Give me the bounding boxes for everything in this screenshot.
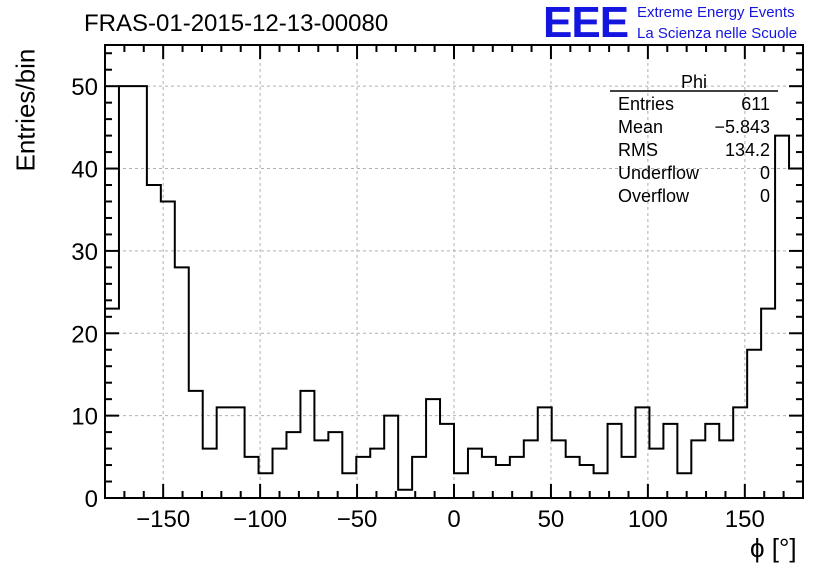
x-tick-label: 100	[628, 506, 668, 533]
histogram-bin	[328, 432, 342, 498]
logo-subtitle-1: Extreme Energy Events	[637, 4, 795, 21]
histogram-bin	[440, 424, 454, 498]
histogram-bin	[538, 407, 552, 498]
stats-value-entries: 611	[741, 94, 770, 114]
histogram-bin	[203, 449, 217, 498]
histogram-bin	[468, 449, 482, 498]
histogram-bin	[524, 440, 538, 498]
histogram-bin	[314, 440, 328, 498]
histogram-bin	[147, 185, 161, 498]
histogram-bin	[552, 440, 566, 498]
histogram-outline	[104, 85, 804, 498]
histogram-bin	[426, 399, 440, 498]
histogram-bin	[412, 457, 426, 498]
eee-logo: EEE	[543, 0, 629, 47]
y-tick-label: 10	[71, 404, 98, 431]
y-tick-label: 20	[71, 321, 98, 348]
histogram-bin	[342, 473, 356, 498]
histogram-bin	[189, 391, 203, 498]
histogram-bin	[217, 407, 231, 498]
x-tick-label: −50	[337, 506, 378, 533]
histogram-bin	[133, 86, 147, 498]
histogram-bin	[566, 457, 580, 498]
histogram-bin	[356, 457, 370, 498]
histogram-bin	[691, 440, 705, 498]
histogram-bin	[384, 416, 398, 498]
chart-title: FRAS-01-2015-12-13-00080	[84, 10, 389, 37]
stats-label-overflow: Overflow	[618, 186, 690, 206]
stats-value-underflow: 0	[760, 163, 770, 183]
x-tick-label: −100	[233, 506, 287, 533]
stats-value-mean: −5.843	[714, 117, 770, 137]
histogram-bin	[719, 440, 733, 498]
stats-label-entries: Entries	[618, 94, 674, 114]
histogram-bin	[496, 465, 510, 498]
histogram-bin	[105, 309, 119, 498]
axis-ticks	[104, 45, 804, 499]
histogram-bin	[300, 391, 314, 498]
histogram-bin	[594, 473, 608, 498]
stats-label-rms: RMS	[618, 140, 658, 160]
histogram-bin	[273, 449, 287, 498]
stats-value-rms: 134.2	[725, 140, 770, 160]
stats-title: Phi	[681, 72, 707, 92]
y-tick-label: 40	[71, 157, 98, 184]
y-tick-label: 0	[85, 486, 98, 513]
histogram-bin	[119, 86, 133, 498]
histogram-bin	[677, 473, 691, 498]
histogram-bin	[286, 432, 300, 498]
x-axis-label: ϕ [°]	[750, 533, 797, 563]
histogram-bin	[245, 457, 259, 498]
histogram-bin	[370, 449, 384, 498]
histogram-bin	[649, 449, 663, 498]
y-tick-label: 30	[71, 239, 98, 266]
stats-value-overflow: 0	[760, 186, 770, 206]
stats-box: Phi Entries 611 Mean −5.843 RMS 134.2 Un…	[610, 72, 778, 206]
logo-subtitle-2: La Scienza nelle Scuole	[637, 25, 798, 42]
histogram-bin	[608, 424, 622, 498]
histogram-bin	[580, 465, 594, 498]
x-tick-label: −150	[136, 506, 190, 533]
histogram-bin	[482, 457, 496, 498]
histogram-bin	[775, 136, 789, 498]
histogram-bin	[705, 424, 719, 498]
stats-label-mean: Mean	[618, 117, 663, 137]
histogram-bin	[747, 350, 761, 498]
tick-labels: −150 −100 −50 0 50 100 150 0 10 20 30 40 50	[71, 74, 765, 533]
histogram-bin	[761, 309, 775, 498]
x-tick-label: 0	[447, 506, 460, 533]
histogram-bin	[663, 424, 677, 498]
histogram-bin	[231, 407, 245, 498]
histogram-bin	[175, 267, 189, 498]
histogram-bin	[454, 473, 468, 498]
stats-label-underflow: Underflow	[618, 163, 700, 183]
y-tick-label: 50	[71, 74, 98, 101]
x-tick-label: 150	[725, 506, 765, 533]
x-tick-label: 50	[538, 506, 565, 533]
grid-lines	[105, 45, 803, 498]
histogram-bin	[398, 490, 412, 498]
y-axis-label: Entries/bin	[10, 48, 41, 172]
